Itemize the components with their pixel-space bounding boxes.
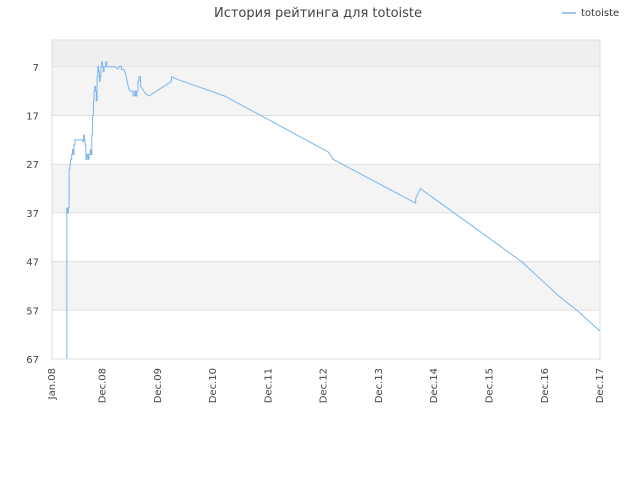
- x-tick-label: Dec.12: [319, 368, 330, 403]
- plot-band: [52, 310, 600, 359]
- legend-series-label: totoiste: [581, 8, 619, 19]
- plot-band: [52, 164, 600, 213]
- x-tick-label: Dec.11: [263, 368, 274, 403]
- plot-band: [52, 261, 600, 311]
- gridlines: [52, 66, 600, 360]
- plot-band: [52, 66, 600, 116]
- y-axis-ticks: 7 17 27 37 47 57 67: [26, 63, 39, 366]
- x-tick-label: Dec.09: [153, 368, 164, 403]
- y-tick-label: 57: [26, 306, 39, 317]
- x-tick-label: Dec.08: [98, 368, 109, 403]
- x-tick-label: Jan.08: [47, 368, 58, 400]
- series-line-totoiste: [66, 61, 600, 359]
- x-tick-label: Dec.10: [208, 368, 219, 403]
- x-tick-label: Dec.13: [374, 368, 385, 403]
- y-tick-label: 7: [33, 63, 39, 74]
- plot-band: [52, 212, 600, 262]
- y-tick-label: 47: [26, 258, 39, 269]
- y-tick-label: 67: [26, 355, 39, 366]
- x-tick-label: Dec.14: [429, 368, 440, 403]
- plot-band: [52, 115, 600, 165]
- x-tick-label: Dec.15: [484, 368, 495, 403]
- x-axis-ticks: Jan.08 Dec.08 Dec.09 Dec.10 Dec.11 Dec.12 Dec.…: [47, 368, 606, 403]
- legend[interactable]: totoiste: [562, 8, 619, 19]
- series-group: [66, 61, 600, 359]
- x-tick-label: Dec.17: [595, 368, 606, 403]
- y-tick-label: 27: [26, 160, 39, 171]
- plot-area-border: [51, 39, 601, 360]
- plot-band: [52, 40, 600, 67]
- x-tick-label: Dec.16: [540, 368, 551, 403]
- y-tick-label: 17: [26, 111, 39, 122]
- chart-title: История рейтинга для totoiste: [214, 6, 422, 21]
- y-tick-label: 37: [26, 209, 39, 220]
- plot-background-bands: [52, 40, 600, 359]
